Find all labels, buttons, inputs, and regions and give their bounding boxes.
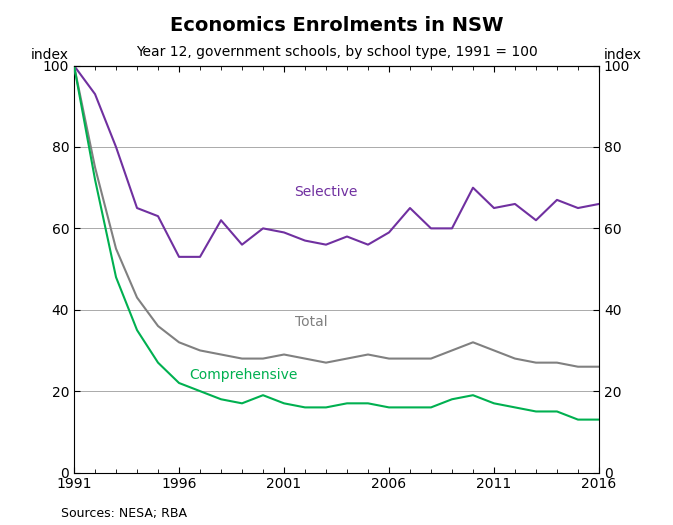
Text: Economics Enrolments in NSW: Economics Enrolments in NSW <box>170 16 503 35</box>
Text: index: index <box>31 48 69 61</box>
Text: Year 12, government schools, by school type, 1991 = 100: Year 12, government schools, by school t… <box>136 45 537 59</box>
Text: Sources: NESA; RBA: Sources: NESA; RBA <box>61 507 186 520</box>
Text: Total: Total <box>295 315 327 329</box>
Text: Comprehensive: Comprehensive <box>190 368 298 382</box>
Text: index: index <box>604 48 642 61</box>
Text: Selective: Selective <box>295 185 358 199</box>
